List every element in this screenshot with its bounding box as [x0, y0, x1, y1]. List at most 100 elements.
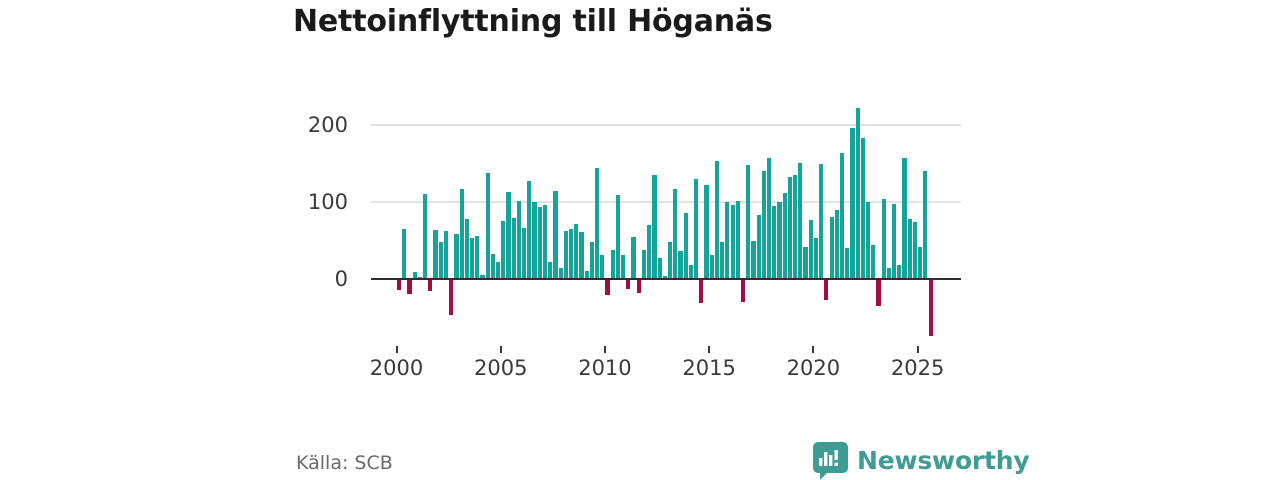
x-axis-tick [916, 346, 919, 353]
x-axis-tick [395, 346, 398, 353]
bar [412, 271, 417, 279]
bar [647, 224, 652, 279]
bar [694, 179, 699, 279]
bar [845, 248, 850, 279]
bar [595, 167, 600, 279]
source-label: Källa: SCB [296, 452, 393, 474]
bar [605, 280, 610, 295]
bar [907, 219, 912, 279]
bar [522, 228, 527, 279]
bar [553, 190, 558, 279]
bar [735, 200, 740, 279]
bar [881, 199, 886, 279]
gridline [371, 123, 961, 126]
bar [834, 209, 839, 279]
bar [610, 250, 615, 279]
bar [824, 280, 829, 301]
x-axis-label: 2000 [369, 356, 424, 380]
bar [918, 246, 923, 279]
bar [454, 233, 459, 279]
bar [652, 175, 657, 279]
bar [657, 257, 662, 279]
bar [772, 206, 777, 279]
bar [902, 158, 907, 279]
bar [892, 203, 897, 279]
bar [402, 229, 407, 279]
x-axis-tick [499, 346, 502, 353]
bar [397, 280, 402, 291]
bar [438, 242, 443, 279]
bar [740, 280, 746, 302]
newsworthy-logo-text: Newsworthy [857, 446, 1030, 475]
bar [485, 173, 490, 279]
bar [714, 160, 720, 279]
bar [516, 200, 522, 279]
bar [839, 152, 845, 279]
bar [631, 236, 636, 279]
bar [490, 253, 495, 279]
bar [423, 193, 428, 279]
x-axis-label: 2010 [578, 356, 632, 380]
bar [496, 261, 501, 279]
y-axis-label: 200 [307, 112, 348, 137]
y-axis-label: 100 [307, 189, 348, 214]
bar [766, 157, 772, 279]
bar [751, 240, 756, 279]
bar [501, 220, 506, 279]
bar [584, 270, 589, 279]
x-axis-tick [603, 346, 606, 353]
bar [506, 192, 511, 279]
bar [928, 280, 933, 336]
bar [850, 127, 855, 279]
chart-title: Nettoinflyttning till Höganäs [293, 4, 773, 39]
bar [777, 202, 782, 279]
bar [761, 170, 766, 279]
bar [699, 280, 704, 304]
bar [923, 171, 928, 279]
bar [912, 221, 918, 279]
bar [589, 241, 594, 279]
bar [756, 215, 761, 279]
bar [720, 241, 725, 279]
bar [683, 213, 688, 279]
newsworthy-logo: Newsworthy [812, 441, 1030, 480]
bar [641, 250, 647, 279]
x-axis-tick [708, 346, 711, 353]
gridline [371, 200, 961, 203]
bar [782, 193, 787, 279]
bar [860, 137, 865, 279]
x-axis-label: 2005 [473, 356, 528, 380]
x-axis-label: 2025 [890, 356, 945, 380]
bar [615, 195, 621, 279]
bar [662, 276, 667, 279]
bar [626, 280, 631, 289]
bar [709, 254, 714, 279]
bar [480, 275, 485, 279]
bar [558, 267, 563, 279]
bar [787, 176, 792, 279]
bar [746, 164, 751, 279]
bar [865, 201, 871, 279]
bar [563, 230, 568, 279]
bar [730, 205, 735, 279]
bar [798, 163, 803, 279]
bar [621, 255, 626, 279]
bar [574, 223, 579, 279]
bar [542, 205, 548, 279]
bar [475, 236, 480, 279]
bar [829, 216, 834, 279]
bar [527, 180, 532, 279]
bar [511, 217, 516, 279]
bar [803, 246, 808, 279]
x-axis-line [371, 277, 961, 280]
bar [532, 201, 537, 279]
bar [459, 189, 464, 279]
bar [793, 175, 798, 279]
bar [428, 280, 433, 292]
bar [464, 219, 469, 279]
bar [407, 280, 412, 295]
bar [704, 184, 709, 279]
bar [537, 206, 542, 279]
bar [897, 265, 902, 279]
